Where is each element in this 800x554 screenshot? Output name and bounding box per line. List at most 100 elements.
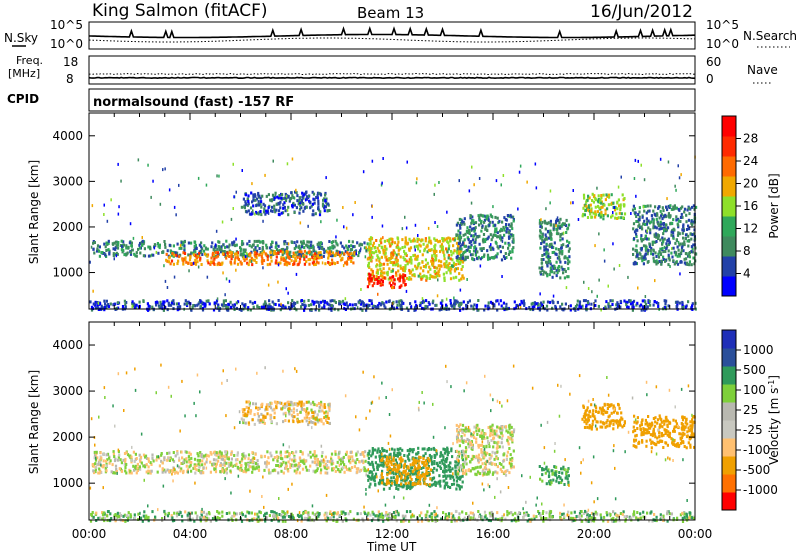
heatmap-cell bbox=[399, 472, 402, 476]
heatmap-cell bbox=[329, 262, 332, 266]
heatmap-cell bbox=[681, 302, 684, 306]
heatmap-cell bbox=[135, 254, 138, 258]
heatmap-cell bbox=[438, 308, 441, 312]
heatmap-cell bbox=[398, 285, 401, 289]
heatmap-cell bbox=[145, 463, 148, 467]
heatmap-cell bbox=[453, 269, 457, 273]
heatmap-cell bbox=[657, 255, 661, 259]
heatmap-cell bbox=[459, 475, 462, 479]
heatmap-cell bbox=[147, 457, 150, 461]
heatmap-cell bbox=[382, 251, 385, 255]
heatmap-cell bbox=[468, 189, 471, 193]
heatmap-cell bbox=[149, 247, 152, 251]
heatmap-cell bbox=[543, 240, 546, 244]
heatmap-cell bbox=[496, 231, 499, 235]
heatmap-cell bbox=[337, 308, 340, 312]
heatmap-cell bbox=[363, 246, 366, 250]
heatmap-cell bbox=[501, 245, 504, 249]
heatmap-cell bbox=[254, 254, 257, 258]
heatmap-cell bbox=[214, 470, 218, 474]
heatmap-cell bbox=[289, 254, 292, 258]
heatmap-cell bbox=[305, 419, 308, 423]
heatmap-cell bbox=[449, 486, 452, 489]
heatmap-cell bbox=[400, 478, 403, 482]
heatmap-cell bbox=[437, 270, 440, 274]
heatmap-cell bbox=[389, 480, 392, 483]
heatmap-cell bbox=[103, 203, 105, 207]
heatmap-cell bbox=[358, 460, 361, 464]
heatmap-cell bbox=[516, 303, 519, 307]
heatmap-cell bbox=[222, 454, 225, 458]
heatmap-cell bbox=[192, 304, 195, 307]
heatmap-cell bbox=[662, 209, 665, 213]
heatmap-cell bbox=[270, 254, 273, 258]
heatmap-cell bbox=[234, 256, 237, 260]
heatmap-cell bbox=[223, 249, 226, 253]
heatmap-cell bbox=[195, 247, 198, 250]
heatmap-cell bbox=[217, 306, 220, 310]
heatmap-cell bbox=[511, 248, 514, 252]
heatmap-cell bbox=[392, 286, 394, 290]
heatmap-cell bbox=[257, 193, 260, 197]
heatmap-cell bbox=[281, 250, 284, 254]
heatmap-cell bbox=[107, 303, 110, 306]
heatmap-cell bbox=[172, 302, 175, 306]
heatmap-cell bbox=[404, 267, 407, 270]
heatmap-cell bbox=[219, 455, 222, 459]
heatmap-cell bbox=[416, 257, 419, 261]
heatmap-cell bbox=[144, 465, 147, 469]
heatmap-cell bbox=[307, 400, 310, 404]
heatmap-cell bbox=[255, 239, 258, 243]
heatmap-cell bbox=[351, 303, 354, 307]
heatmap-cell bbox=[386, 271, 389, 275]
heatmap-cell bbox=[382, 248, 385, 252]
y-tick-label: 3000 bbox=[52, 174, 83, 188]
heatmap-cell bbox=[414, 461, 417, 465]
heatmap-cell bbox=[130, 471, 133, 475]
heatmap-cell bbox=[335, 241, 338, 245]
heatmap-cell bbox=[667, 214, 670, 218]
heatmap-cell bbox=[404, 482, 407, 486]
heatmap-cell bbox=[326, 302, 329, 306]
heatmap-cell bbox=[287, 261, 290, 265]
heatmap-cell bbox=[186, 468, 189, 472]
heatmap-cell bbox=[429, 468, 433, 472]
heatmap-cell bbox=[479, 213, 482, 217]
heatmap-cell bbox=[240, 205, 243, 209]
heatmap-cell bbox=[292, 403, 295, 407]
heatmap-cell bbox=[353, 245, 356, 249]
heatmap-cell bbox=[294, 190, 297, 194]
heatmap-cell bbox=[314, 308, 317, 312]
heatmap-cell bbox=[284, 196, 287, 200]
heatmap-cell bbox=[261, 248, 264, 251]
heatmap-cell bbox=[339, 470, 342, 474]
heatmap-cell bbox=[379, 479, 382, 482]
heatmap-cell bbox=[655, 235, 658, 239]
heatmap-cell bbox=[114, 464, 118, 468]
heatmap-cell bbox=[691, 250, 694, 254]
heatmap-cell bbox=[443, 479, 446, 483]
heatmap-cell bbox=[680, 249, 683, 253]
heatmap-cell bbox=[299, 201, 302, 205]
heatmap-cell bbox=[105, 249, 108, 252]
heatmap-cell bbox=[152, 459, 155, 463]
heatmap-cell bbox=[307, 224, 309, 228]
heatmap-cell bbox=[341, 458, 344, 462]
heatmap-cell bbox=[96, 249, 99, 253]
heatmap-cell bbox=[277, 263, 280, 267]
heatmap-cell bbox=[159, 300, 162, 304]
heatmap-cell bbox=[399, 255, 402, 259]
heatmap-cell bbox=[675, 300, 678, 304]
heatmap-cell bbox=[605, 193, 608, 197]
heatmap-cell bbox=[210, 452, 213, 456]
heatmap-cell bbox=[262, 210, 266, 214]
heatmap-cell bbox=[263, 468, 266, 472]
heatmap-cell bbox=[434, 183, 436, 187]
heatmap-cell bbox=[540, 258, 543, 261]
heatmap-cell bbox=[307, 245, 310, 249]
heatmap-cell bbox=[163, 300, 166, 304]
heatmap-cell bbox=[671, 228, 674, 232]
heatmap-cell bbox=[360, 288, 362, 291]
heatmap-cell bbox=[138, 243, 141, 247]
heatmap-cell bbox=[386, 262, 389, 266]
